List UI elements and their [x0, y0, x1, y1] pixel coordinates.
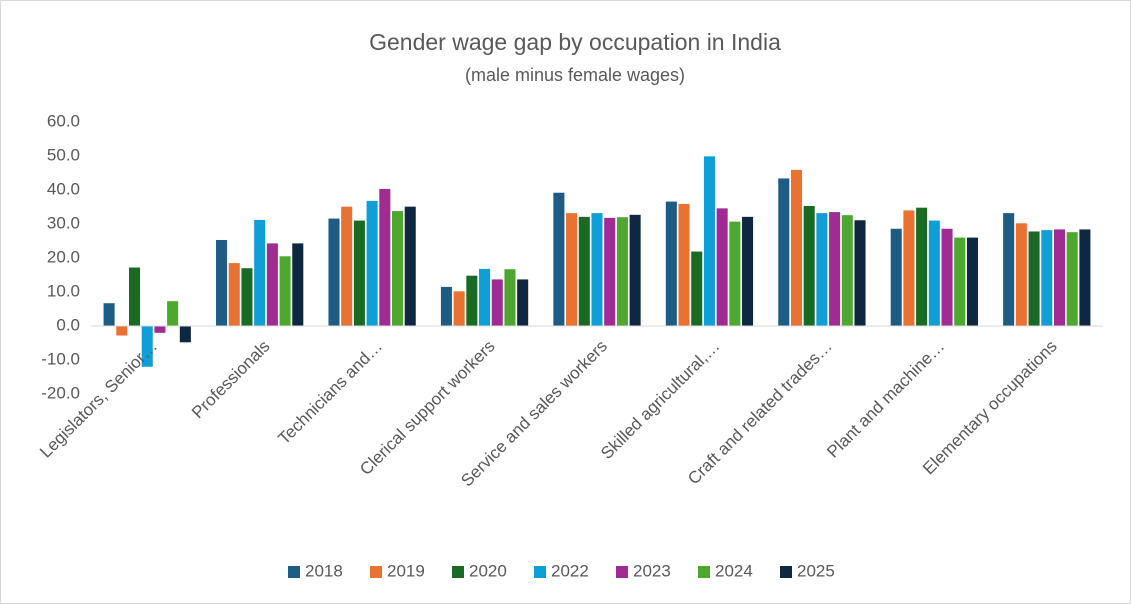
bar — [816, 213, 828, 326]
chart-title: Gender wage gap by occupation in India — [369, 29, 781, 55]
bar — [154, 326, 166, 333]
y-tick-label: -10.0 — [41, 349, 80, 368]
legend-label: 2018 — [305, 561, 343, 580]
y-tick-label: 60.0 — [47, 111, 80, 130]
bar — [1041, 230, 1053, 326]
bar — [729, 221, 741, 326]
bar — [241, 268, 253, 326]
bar — [854, 220, 866, 326]
bar — [404, 206, 416, 326]
legend-label: 2025 — [797, 561, 835, 580]
legend-label: 2020 — [469, 561, 507, 580]
bar — [966, 237, 978, 326]
bar — [841, 215, 853, 326]
bar — [391, 211, 404, 326]
legend-swatch — [780, 566, 792, 578]
bar — [665, 201, 677, 326]
y-tick-label: 50.0 — [47, 145, 80, 164]
bar — [803, 205, 815, 326]
bar — [1003, 213, 1015, 326]
bar — [491, 279, 503, 326]
y-tick-label: 0.0 — [56, 315, 80, 334]
bar — [466, 275, 478, 326]
y-tick-label: 30.0 — [47, 213, 80, 232]
y-tick-label: 40.0 — [47, 179, 80, 198]
bar — [1015, 223, 1027, 326]
legend-label: 2023 — [633, 561, 671, 580]
bar — [366, 200, 378, 326]
bar — [1079, 229, 1091, 326]
bar — [742, 216, 754, 326]
bar — [279, 256, 291, 326]
bar — [453, 291, 465, 326]
bar — [703, 156, 715, 326]
bar — [778, 178, 790, 326]
y-tick-label: 10.0 — [47, 281, 80, 300]
bar — [228, 263, 240, 326]
bar — [328, 218, 340, 326]
bar — [216, 239, 228, 326]
bar — [591, 213, 603, 326]
bar — [678, 203, 690, 326]
legend-swatch — [288, 566, 300, 578]
bar — [629, 214, 641, 326]
bar — [341, 206, 353, 326]
bar — [292, 243, 304, 326]
bar — [141, 326, 153, 367]
bar — [103, 303, 115, 326]
legend-label: 2019 — [387, 561, 425, 580]
bar — [440, 286, 452, 326]
bar — [167, 301, 179, 326]
bar — [928, 220, 940, 326]
chart-subtitle: (male minus female wages) — [465, 65, 685, 85]
bar — [128, 267, 141, 326]
bar — [179, 326, 191, 343]
bar — [116, 326, 128, 336]
bar — [1028, 231, 1040, 326]
bar — [379, 188, 391, 326]
bar — [517, 279, 529, 326]
bar — [916, 207, 928, 326]
y-tick-label: 20.0 — [47, 247, 80, 266]
bar — [890, 228, 902, 326]
bar — [954, 237, 966, 326]
bar — [941, 228, 953, 326]
bar — [616, 217, 628, 326]
legend-swatch — [616, 566, 628, 578]
bar — [353, 220, 365, 326]
bar — [254, 219, 266, 326]
legend-swatch — [370, 566, 382, 578]
bar — [566, 213, 578, 326]
bar — [903, 210, 915, 326]
legend-swatch — [452, 566, 464, 578]
legend-label: 2024 — [715, 561, 753, 580]
bar — [829, 212, 841, 326]
bar — [479, 268, 491, 326]
bar — [553, 192, 565, 326]
bar — [716, 208, 728, 326]
bar — [504, 269, 516, 326]
bar — [266, 243, 278, 326]
y-tick-label: -20.0 — [41, 383, 80, 402]
bar — [604, 217, 616, 326]
legend-swatch — [534, 566, 546, 578]
bar — [790, 169, 803, 326]
legend-swatch — [698, 566, 710, 578]
bar — [1053, 229, 1066, 326]
bar — [691, 251, 703, 326]
bar — [578, 216, 590, 326]
legend-label: 2022 — [551, 561, 589, 580]
bar — [1066, 232, 1078, 326]
